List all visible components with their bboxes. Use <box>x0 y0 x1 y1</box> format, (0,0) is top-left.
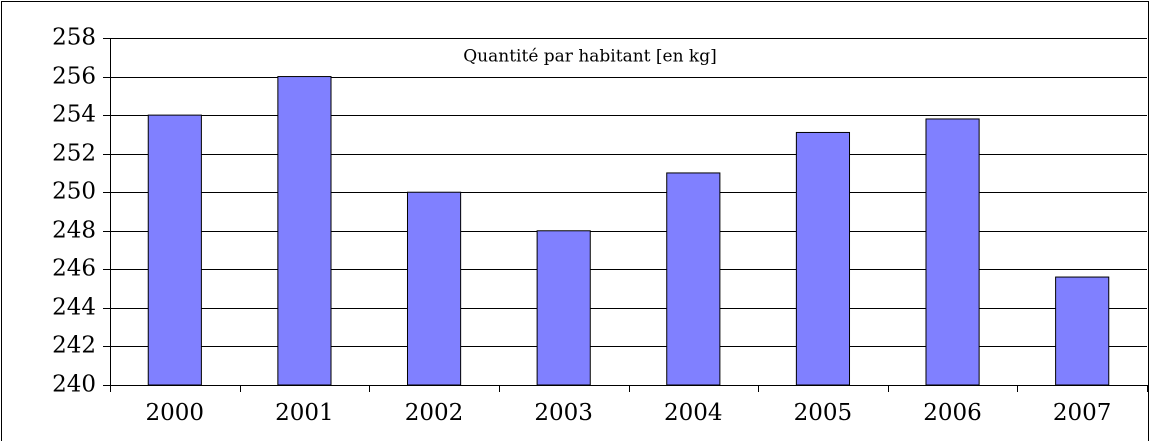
y-tick-label: 250 <box>52 179 96 205</box>
x-tick-label: 2006 <box>923 400 982 426</box>
bar <box>147 114 202 386</box>
bar <box>1055 276 1110 386</box>
x-tick-label: 2007 <box>1053 400 1112 426</box>
x-tick-label: 2000 <box>146 400 205 426</box>
bar <box>536 230 591 386</box>
bar <box>925 118 980 386</box>
x-tick-label: 2004 <box>664 400 723 426</box>
y-tick-label: 244 <box>52 295 96 321</box>
x-tick-label: 2002 <box>405 400 464 426</box>
y-tick-label: 252 <box>52 141 96 167</box>
bar <box>795 131 851 386</box>
bar <box>406 191 462 386</box>
y-tick-label: 256 <box>52 64 96 90</box>
x-tick-label: 2005 <box>794 400 853 426</box>
y-tick-label: 254 <box>52 102 96 128</box>
chart-title: Quantité par habitant [en kg] <box>463 47 717 67</box>
y-tick-label: 248 <box>52 218 96 244</box>
x-tick-label: 2001 <box>275 400 334 426</box>
y-tick-label: 240 <box>52 372 96 398</box>
y-tick-label: 258 <box>52 25 96 51</box>
x-tick-label: 2003 <box>534 400 593 426</box>
y-tick-label: 246 <box>52 256 96 282</box>
y-tick-label: 242 <box>52 333 96 359</box>
bar <box>666 172 721 386</box>
bar <box>277 76 332 386</box>
